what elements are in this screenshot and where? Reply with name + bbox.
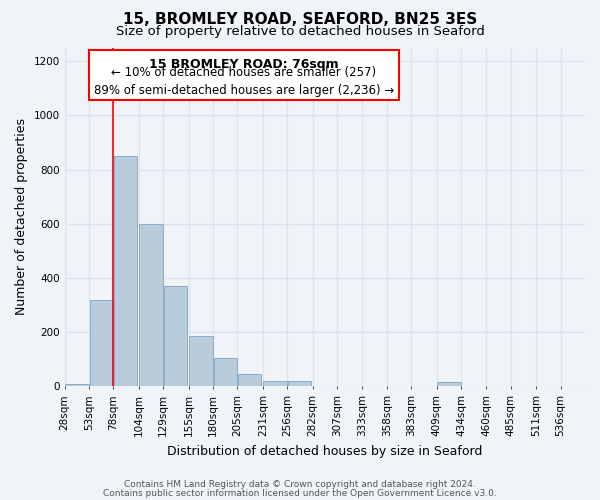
- Bar: [214, 358, 237, 386]
- Bar: [65, 384, 89, 386]
- Bar: [189, 336, 212, 386]
- Bar: [288, 381, 311, 386]
- Bar: [114, 156, 137, 386]
- Text: 15 BROMLEY ROAD: 76sqm: 15 BROMLEY ROAD: 76sqm: [149, 58, 338, 70]
- Y-axis label: Number of detached properties: Number of detached properties: [15, 118, 28, 316]
- Text: ← 10% of detached houses are smaller (257): ← 10% of detached houses are smaller (25…: [111, 66, 376, 80]
- Bar: [164, 286, 187, 386]
- Text: Contains public sector information licensed under the Open Government Licence v3: Contains public sector information licen…: [103, 488, 497, 498]
- Bar: [89, 300, 113, 386]
- FancyBboxPatch shape: [89, 50, 398, 100]
- Bar: [139, 224, 163, 386]
- Text: Size of property relative to detached houses in Seaford: Size of property relative to detached ho…: [116, 25, 484, 38]
- X-axis label: Distribution of detached houses by size in Seaford: Distribution of detached houses by size …: [167, 444, 482, 458]
- Text: Contains HM Land Registry data © Crown copyright and database right 2024.: Contains HM Land Registry data © Crown c…: [124, 480, 476, 489]
- Bar: [263, 381, 287, 386]
- Bar: [437, 382, 461, 386]
- Text: 89% of semi-detached houses are larger (2,236) →: 89% of semi-detached houses are larger (…: [94, 84, 394, 97]
- Bar: [238, 374, 262, 386]
- Text: 15, BROMLEY ROAD, SEAFORD, BN25 3ES: 15, BROMLEY ROAD, SEAFORD, BN25 3ES: [123, 12, 477, 28]
